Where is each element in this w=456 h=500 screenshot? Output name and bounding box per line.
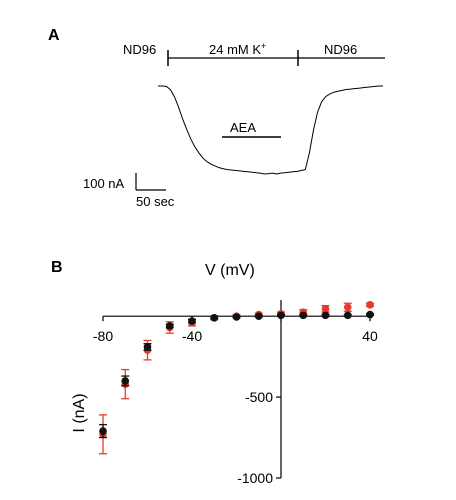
data-point	[299, 311, 308, 320]
x-tick-label: 40	[362, 328, 378, 344]
panel-b: B V (mV) I (nA) -80 -40 40 -500 -1000	[51, 259, 378, 486]
y-ticks: -500 -1000	[237, 389, 281, 486]
data-point	[343, 303, 352, 312]
series-layer	[99, 301, 374, 455]
y-axis-title: I (nA)	[71, 393, 88, 432]
y-tick-label: -1000	[237, 470, 273, 486]
panel-a-label: A	[48, 27, 60, 44]
panel-b-label: B	[51, 259, 63, 276]
data-point	[254, 312, 263, 320]
segment-label-nd96-start: ND96	[123, 42, 156, 57]
scale-label-current: 100 nA	[83, 176, 125, 191]
data-point	[99, 427, 107, 435]
series-1	[99, 310, 374, 439]
data-point	[143, 343, 152, 351]
series-0	[99, 301, 374, 455]
data-point	[121, 377, 130, 385]
data-point	[165, 322, 174, 330]
x-axis-title: V (mV)	[205, 262, 255, 279]
scale-label-time: 50 sec	[136, 194, 175, 209]
panel-a: A ND96 24 mM K+ ND96 AEA 100 nA 50 sec	[48, 27, 385, 209]
data-point	[366, 301, 374, 309]
x-tick-label: -80	[93, 328, 113, 344]
data-point	[321, 311, 330, 320]
data-point	[321, 305, 330, 313]
current-trace	[158, 85, 383, 175]
segment-label-high-k: 24 mM K+	[209, 41, 266, 57]
data-point	[343, 311, 352, 320]
y-tick-label: -500	[245, 389, 273, 405]
x-tick-label: -40	[182, 328, 202, 344]
segment-label-nd96-end: ND96	[324, 42, 357, 57]
drug-label: AEA	[230, 120, 256, 135]
data-point	[232, 313, 241, 321]
data-point	[366, 310, 374, 319]
data-point	[210, 314, 219, 322]
data-point	[277, 311, 285, 320]
data-point	[188, 317, 196, 325]
